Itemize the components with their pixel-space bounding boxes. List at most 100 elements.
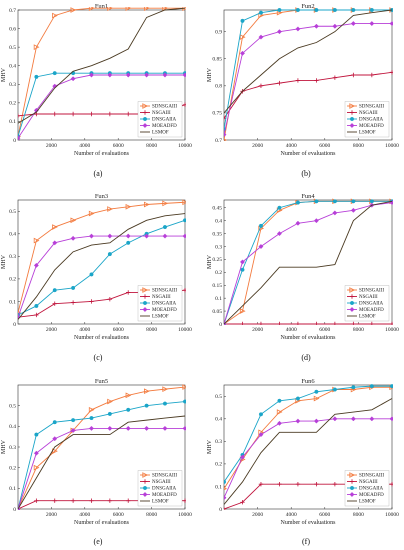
legend-marker <box>142 110 148 115</box>
data-point <box>314 389 319 394</box>
data-point <box>351 199 356 204</box>
data-point <box>276 29 282 35</box>
plot-frame <box>17 199 186 325</box>
data-point <box>369 72 375 78</box>
data-point <box>182 287 186 293</box>
data-point <box>88 406 95 413</box>
legend-entry: LSMOF <box>359 315 376 320</box>
data-point <box>162 225 167 230</box>
data-point <box>313 218 319 224</box>
series-sdnsgaiii <box>18 199 186 315</box>
legend-entry: DNSGAIIA <box>359 302 384 307</box>
data-point <box>162 200 169 207</box>
legend-entry: MOEADFD <box>359 493 384 498</box>
plot-area <box>18 199 186 320</box>
data-point <box>295 482 301 487</box>
data-point <box>70 427 76 433</box>
y-tick-label: 0.25 <box>212 257 222 263</box>
series-line-dnsgaiia <box>18 401 186 510</box>
data-point <box>276 420 282 426</box>
legend-entry: NSGAIII <box>359 295 378 300</box>
y-axis-label: MHV <box>1 67 7 82</box>
y-tick-label: 0.9 <box>215 29 222 35</box>
legend-marker <box>349 123 355 128</box>
y-tick-label: 0.7 <box>215 138 222 144</box>
x-axis-label: Number of evaluations <box>281 519 337 526</box>
data-point <box>332 23 338 29</box>
data-point <box>125 72 131 78</box>
data-point <box>258 34 264 40</box>
data-point <box>33 237 40 244</box>
series-line-moeadfd <box>18 427 185 510</box>
data-point <box>162 7 169 11</box>
data-point <box>183 218 186 223</box>
data-point <box>295 321 301 325</box>
legend-marker <box>142 472 149 478</box>
y-tick-label: 0.4 <box>9 232 16 238</box>
y-tick-label: 0.2 <box>215 462 222 468</box>
data-point <box>224 132 227 138</box>
data-point <box>18 113 21 119</box>
data-point <box>277 80 282 86</box>
data-point <box>239 50 245 56</box>
data-point <box>107 252 112 257</box>
chart-title: Fun2 <box>301 3 314 10</box>
data-point <box>107 297 113 302</box>
data-point <box>88 210 95 217</box>
series-line-moeadfd <box>224 202 393 325</box>
chart-panel-3: 0 0.1 0.2 0.3 0.4 0.5 2000 4000 6000 8000 10000 Fun… <box>1 193 192 362</box>
data-point <box>107 411 112 416</box>
legend-marker <box>349 110 355 115</box>
legend-entry: DNSGAIIA <box>152 487 177 492</box>
plot-area <box>224 198 393 325</box>
legend-marker <box>142 103 149 109</box>
data-point <box>258 321 264 325</box>
legend-marker <box>142 307 148 312</box>
series-line-dnsgaiia <box>224 9 392 130</box>
x-tick-label: 4000 <box>79 512 90 518</box>
data-point <box>182 199 186 206</box>
data-point <box>144 72 150 78</box>
chart-title: Fun6 <box>301 378 315 385</box>
y-axis-label: MHV <box>207 67 213 82</box>
data-point <box>52 288 57 293</box>
data-point <box>389 70 393 75</box>
data-point <box>389 482 393 487</box>
y-tick-label: 0.15 <box>212 283 222 289</box>
series-line-lsmof <box>224 9 393 114</box>
y-tick-label: 0.5 <box>9 209 16 215</box>
data-point <box>332 387 337 392</box>
y-tick-label: 0.4 <box>215 218 222 224</box>
legend-entry: DNSGAIIA <box>359 118 384 123</box>
legend-marker <box>142 492 148 497</box>
y-tick-label: 0 <box>219 322 222 328</box>
legend-marker <box>142 479 148 484</box>
data-point <box>52 498 57 503</box>
x-axis-label: Number of evaluations <box>281 150 337 157</box>
data-point <box>369 416 375 422</box>
legend-marker <box>142 301 147 306</box>
x-tick-label: 6000 <box>113 143 124 149</box>
data-point <box>314 321 319 325</box>
data-point <box>34 303 39 308</box>
series-line-lsmof <box>18 415 186 510</box>
data-point <box>351 72 356 78</box>
legend-marker <box>142 287 149 293</box>
panel-label: (e) <box>94 537 103 546</box>
x-tick-label: 6000 <box>319 143 330 149</box>
data-point <box>239 34 246 40</box>
data-point <box>107 206 113 212</box>
data-point <box>70 76 76 82</box>
data-point <box>125 392 132 399</box>
data-point <box>350 416 356 422</box>
series-line-dnsgaiia <box>224 200 392 325</box>
data-point <box>34 498 39 503</box>
legend-marker <box>142 486 147 491</box>
legend-entry: NSGAIII <box>359 480 378 485</box>
data-point <box>277 482 282 487</box>
legend-entry: NSGAIII <box>152 111 171 116</box>
data-point <box>52 71 57 76</box>
legend-entry: LSMOF <box>152 500 169 505</box>
